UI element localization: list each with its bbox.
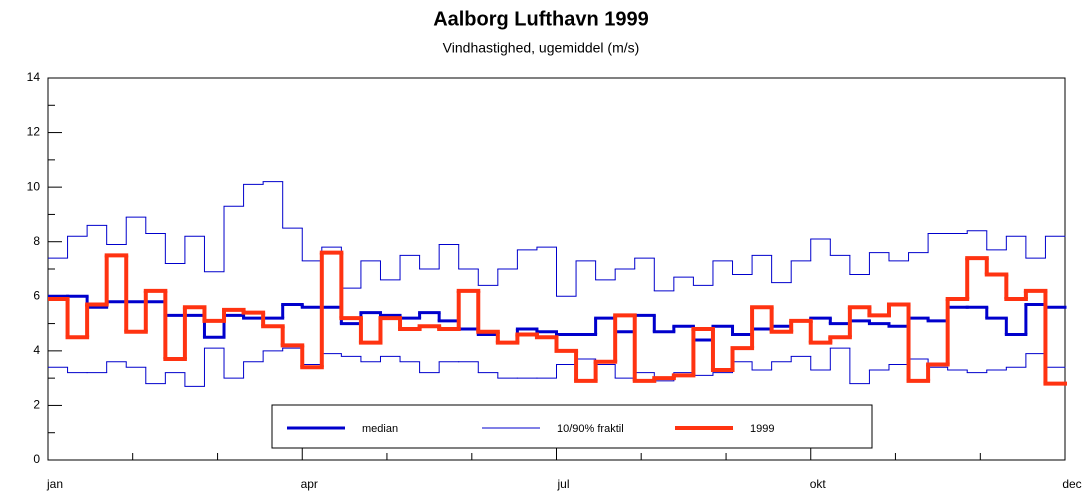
x-tick-label: apr — [301, 477, 318, 491]
legend-label: 1999 — [750, 423, 774, 435]
x-tick-label: dec — [1062, 477, 1081, 491]
y-tick-label: 6 — [33, 288, 40, 302]
legend-label: median — [362, 423, 398, 435]
legend-box — [271, 404, 873, 449]
chart-subtitle: Vindhastighed, ugemiddel (m/s) — [443, 40, 640, 56]
y-tick-label: 10 — [27, 179, 41, 193]
y-tick-label: 4 — [33, 343, 40, 357]
x-tick-label: jul — [556, 477, 569, 491]
legend-label: 10/90% fraktil — [557, 423, 624, 435]
y-tick-label: 14 — [27, 70, 41, 84]
x-tick-label: okt — [810, 477, 827, 491]
y-tick-label: 12 — [27, 125, 41, 139]
y-tick-label: 0 — [33, 452, 40, 466]
y-tick-label: 8 — [33, 234, 40, 248]
chart-title: Aalborg Lufthavn 1999 — [433, 8, 649, 30]
x-tick-label: jan — [46, 477, 63, 491]
y-tick-label: 2 — [33, 398, 40, 412]
